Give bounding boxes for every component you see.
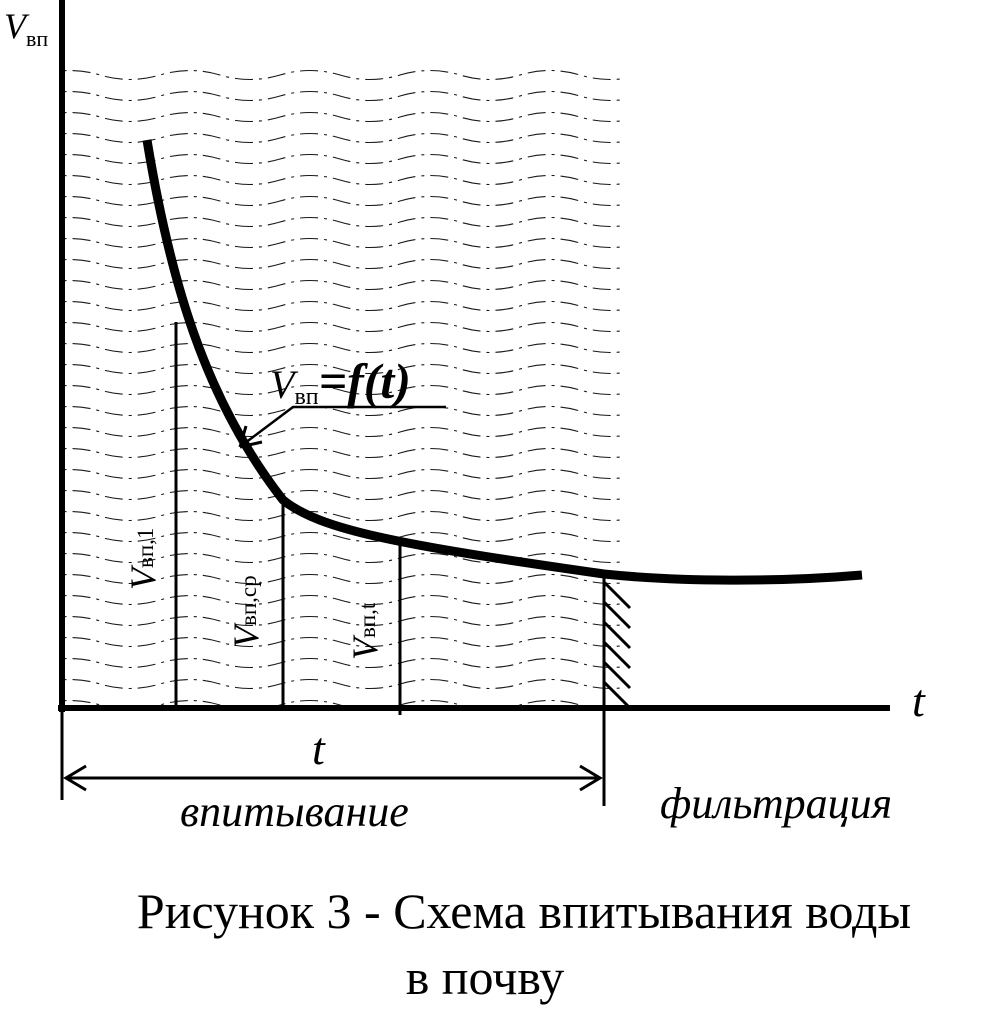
wave-line: [62, 153, 622, 165]
wave-line: [62, 594, 622, 606]
wave-line: [62, 321, 622, 333]
wave-line: [62, 657, 622, 669]
wave-line: [62, 174, 622, 186]
wave-line: [62, 237, 622, 249]
phase-filtration-label: фильтрация: [660, 779, 892, 828]
infiltration-curve: [142, 139, 863, 585]
wave-line: [62, 216, 622, 228]
wave-line: [62, 111, 622, 123]
wave-line: [62, 510, 622, 522]
water-texture: [62, 69, 622, 708]
interval-label: t: [312, 723, 326, 774]
wave-line: [62, 90, 622, 102]
phase-infiltration-label: впитывание: [180, 787, 409, 836]
wave-line: [62, 405, 622, 417]
y-axis-label: Vвп: [4, 6, 48, 51]
x-axis-label: t: [912, 675, 926, 726]
wave-line: [62, 636, 622, 648]
wave-line: [62, 552, 622, 564]
arrow-right-icon: [579, 764, 603, 792]
wave-line: [62, 573, 622, 585]
wave-line: [62, 531, 622, 543]
figure-caption-line-2: в почву: [405, 949, 565, 1005]
curve-label: Vвп=f(t): [270, 353, 411, 410]
marker-label-t: Vвп,t: [345, 602, 385, 660]
wave-line: [62, 132, 622, 144]
wave-line: [62, 279, 622, 291]
wave-line: [62, 426, 622, 438]
arrow-left-icon: [63, 764, 87, 792]
wave-line: [62, 447, 622, 459]
wave-line: [62, 678, 622, 690]
wave-line: [62, 300, 622, 312]
boundary-hatching: [604, 580, 632, 708]
wave-line: [62, 363, 622, 375]
figure-caption-line-1: Рисунок 3 - Схема впитывания воды: [136, 883, 912, 939]
curve-label-leader: [244, 405, 446, 444]
wave-line: [62, 69, 622, 81]
wave-line: [62, 195, 622, 207]
arrow-head-icon: [238, 425, 263, 449]
wave-line: [62, 468, 622, 480]
wave-line: [62, 384, 622, 396]
wave-line: [62, 615, 622, 627]
marker-label-avg: Vвп,ср: [226, 575, 266, 648]
wave-line: [62, 258, 622, 270]
marker-label-1: Vвп,1: [123, 528, 163, 590]
wave-line: [62, 342, 622, 354]
wave-line: [62, 489, 622, 501]
